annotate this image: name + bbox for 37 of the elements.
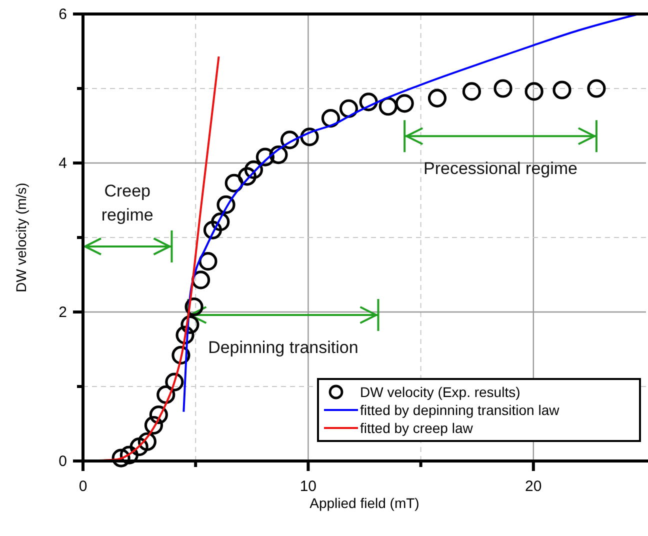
x-tick-label: 20 (525, 478, 542, 495)
point (428, 88, 447, 108)
point (216, 195, 236, 214)
point (494, 79, 512, 98)
x-tick-label: 10 (300, 478, 317, 495)
point (280, 130, 300, 150)
y-tick-label: 2 (58, 304, 67, 321)
annotation: Precessional regime (424, 159, 578, 178)
point (211, 212, 230, 232)
x-axis-title: Applied field (mT) (310, 495, 420, 511)
point (524, 82, 544, 101)
point (144, 416, 164, 435)
point (395, 94, 414, 113)
legend-label: fitted by depinning transition law (360, 402, 560, 418)
point (138, 432, 156, 451)
point (462, 82, 481, 101)
point (238, 167, 256, 186)
point (165, 372, 184, 392)
point (552, 80, 572, 100)
x-tick-label: 0 (78, 478, 88, 495)
legend-label: fitted by creep law (360, 420, 474, 436)
point (120, 446, 138, 464)
y-tick-label: 4 (58, 155, 67, 172)
legend-label: DW velocity (Exp. results) (360, 384, 520, 400)
point (587, 79, 606, 98)
annotation: Depinning transition (208, 338, 358, 357)
point (244, 160, 263, 180)
point (112, 448, 130, 468)
point (300, 128, 319, 146)
y-tick-label: 0 (58, 453, 67, 470)
point (130, 438, 148, 456)
y-tick-label: 6 (58, 6, 67, 23)
point (149, 406, 168, 424)
y-axis-title: DW velocity (m/s) (13, 182, 29, 292)
annotation: Creep regime (101, 181, 154, 224)
point (203, 220, 222, 240)
point (156, 385, 176, 404)
